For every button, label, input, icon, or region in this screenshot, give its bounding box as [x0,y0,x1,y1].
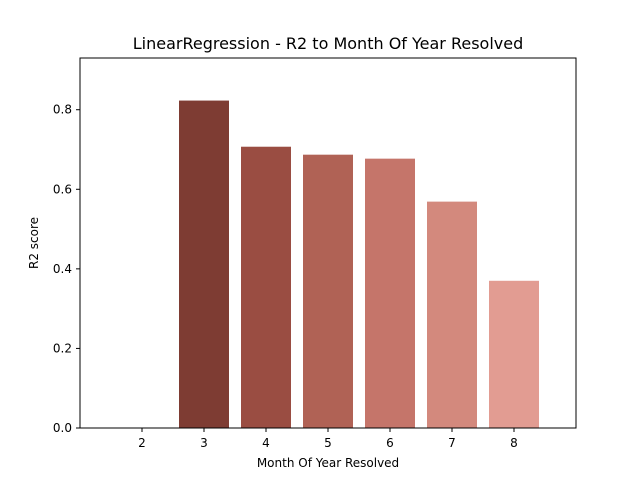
x-tick-label: 7 [448,436,456,450]
y-tick-label: 0.2 [53,341,72,355]
x-ticks: 2 3 4 5 6 7 8 [138,428,518,450]
bar-month-4 [241,146,291,428]
y-ticks: 0.0 0.2 0.4 0.6 0.8 [53,103,80,435]
y-tick-label: 0.0 [53,421,72,435]
bar-month-5 [303,154,353,428]
x-tick-label: 3 [200,436,208,450]
plot-frame [79,57,577,429]
x-tick-label: 5 [324,436,332,450]
x-tick-label: 8 [510,436,518,450]
bars-layer [179,100,539,429]
chart-title: LinearRegression - R2 to Month Of Year R… [133,34,524,53]
x-tick-label: 6 [386,436,394,450]
y-tick-label: 0.4 [53,262,72,276]
y-tick-label: 0.8 [53,103,72,117]
x-tick-label: 2 [138,436,146,450]
bar-month-8 [489,280,539,428]
y-axis-label: R2 score [27,217,41,269]
bar-month-3 [179,100,229,429]
x-axis-label: Month Of Year Resolved [257,456,399,470]
bar-month-7 [427,201,477,428]
x-tick-label: 4 [262,436,270,450]
y-tick-label: 0.6 [53,182,72,196]
bar-month-6 [365,158,415,428]
